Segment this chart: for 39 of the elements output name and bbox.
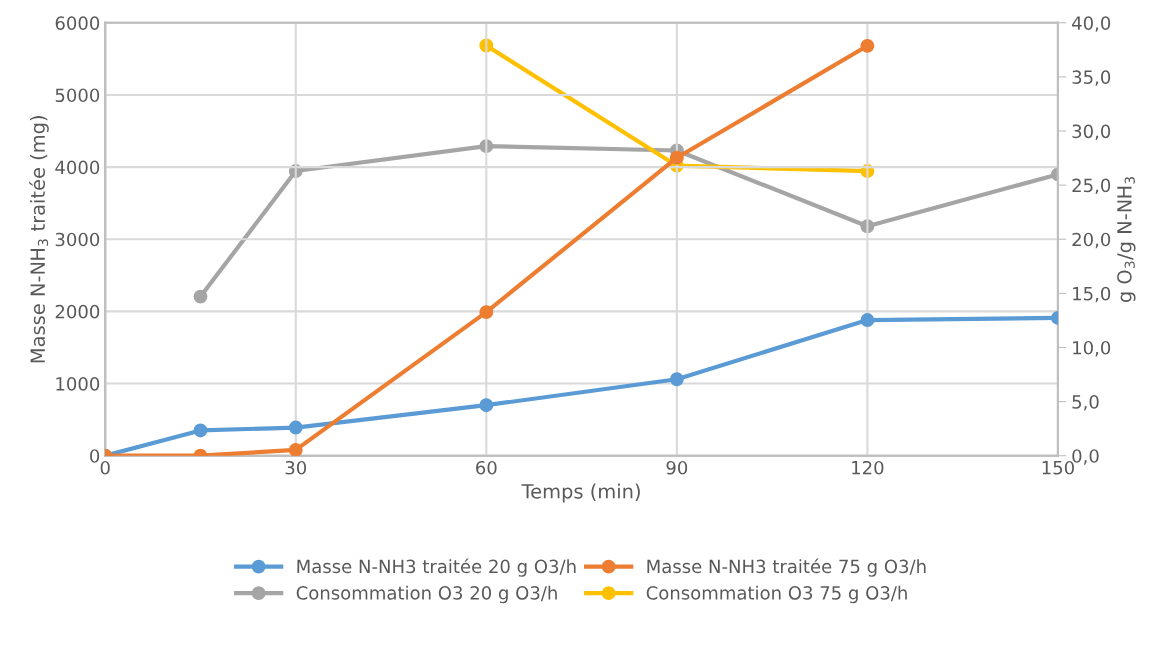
- y2-tick-label: 15,0: [1073, 286, 1111, 303]
- point: [193, 289, 208, 304]
- x-tick-label: 30: [285, 460, 307, 475]
- y2-axis-title: g O$_{3}$/g N-NH$_{3}$: [1117, 177, 1136, 303]
- y-tick-label: 5000: [55, 88, 100, 103]
- y-tick-label: 4000: [55, 160, 100, 175]
- x-tick-label: 0: [100, 460, 110, 475]
- legend-label: Masse N-NH3 traitée 20 g O3/h: [297, 558, 576, 577]
- point: [193, 423, 208, 438]
- y2-tick-label: 0,0: [1072, 449, 1099, 465]
- y2-tick-label: 40,0: [1072, 16, 1111, 32]
- y2-tick-label: 5,0: [1072, 395, 1099, 411]
- x-tick-label: 60: [476, 460, 497, 475]
- y2-tick-label: 35,0: [1072, 70, 1111, 86]
- y-tick-label: 2000: [55, 304, 100, 319]
- point: [479, 398, 494, 413]
- point: [288, 442, 303, 456]
- y2-tick-label: 30,0: [1072, 124, 1111, 140]
- legend-label: Masse N-NH3 traitée 75 g O3/h: [647, 558, 926, 577]
- x-tick-label: 90: [666, 460, 688, 475]
- y2-tick-label: 20,0: [1072, 232, 1111, 249]
- point: [669, 372, 684, 387]
- x-tick-label: 120: [852, 460, 884, 475]
- y-tick-label: 3000: [55, 232, 100, 247]
- x-axis-title: Temps (min): [521, 483, 640, 503]
- y-tick-label: 6000: [55, 16, 100, 30]
- y-axis-title: Masse N-NH$_{3}$ traitée (mg): [29, 116, 49, 363]
- y2-tick-label: 25,0: [1072, 178, 1111, 195]
- y-tick-label: 0: [90, 449, 100, 463]
- y-tick-label: 1000: [56, 377, 100, 391]
- point: [669, 150, 684, 165]
- x-tick-label: 150: [1042, 460, 1074, 475]
- point: [288, 420, 303, 435]
- point: [479, 305, 494, 320]
- y2-tick-label: 10,0: [1073, 340, 1111, 357]
- point: [860, 38, 875, 53]
- point: [860, 313, 875, 327]
- legend-label: Consommation O3 75 g O3/h: [646, 585, 907, 604]
- legend-label: Consommation O3 20 g O3/h: [296, 585, 557, 604]
